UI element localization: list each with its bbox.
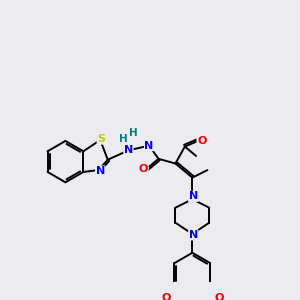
Text: O: O [139,164,148,174]
Text: N: N [189,191,198,201]
Text: O: O [214,293,224,300]
Text: N: N [145,141,154,151]
Text: H: H [119,134,128,144]
Text: H: H [129,128,137,138]
Text: S: S [97,134,105,144]
Text: O: O [161,293,171,300]
Text: N: N [189,230,198,240]
Text: N: N [96,166,105,176]
Text: O: O [197,136,206,146]
Text: N: N [124,146,133,155]
